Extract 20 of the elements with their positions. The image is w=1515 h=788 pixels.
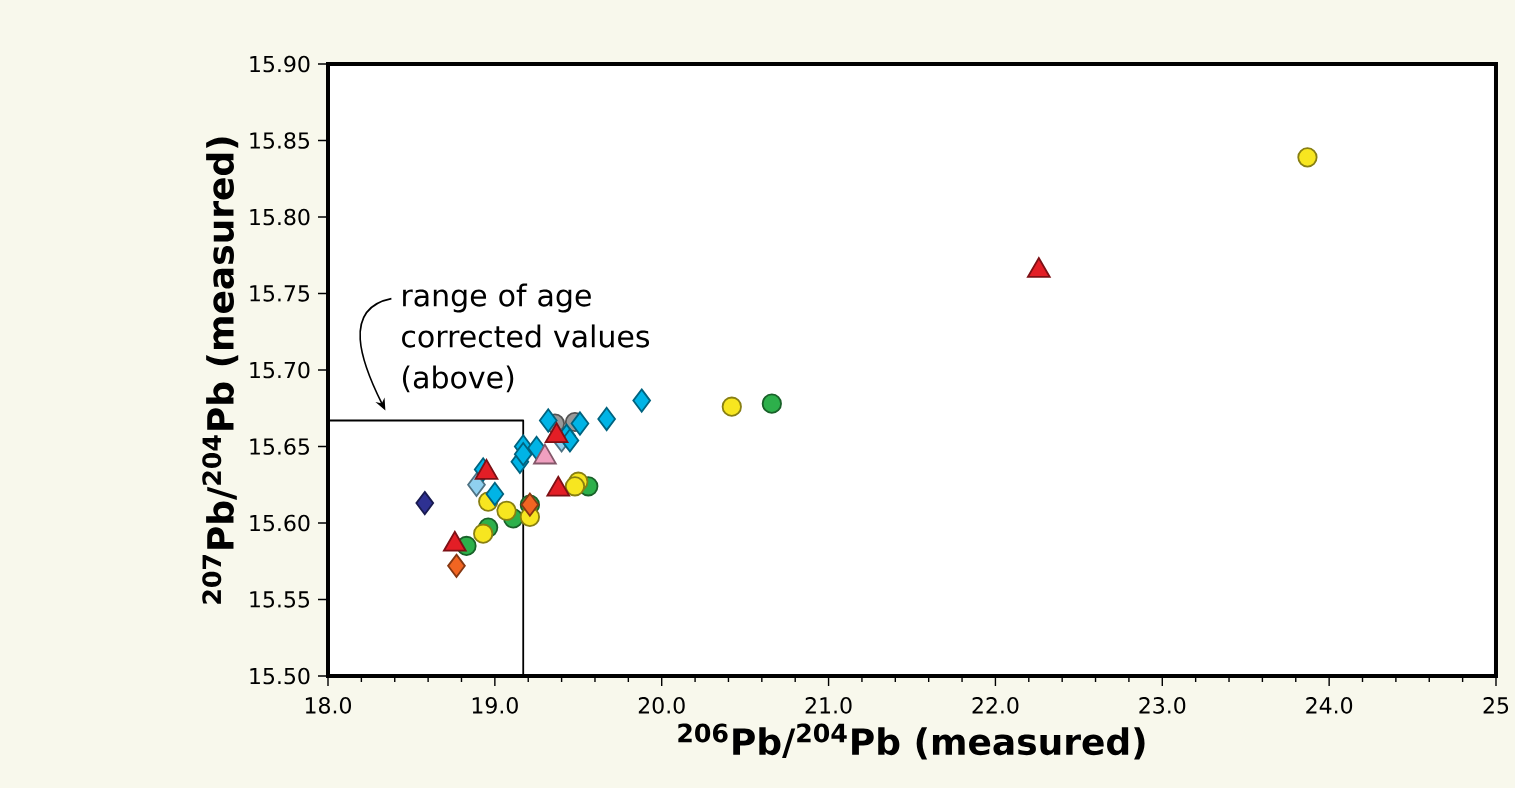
y-tick-label: 15.70 — [250, 361, 310, 379]
x-tick-label: 22.0 — [972, 697, 1019, 714]
x-tick-label: 21.0 — [805, 697, 852, 714]
x-tick-label: 25 — [1483, 697, 1509, 714]
y-tick-label: 15.50 — [250, 667, 310, 685]
y-tick-label: 15.80 — [250, 208, 310, 226]
x-tick-label: 23.0 — [1139, 697, 1186, 714]
x-tick-label: 24.0 — [1306, 697, 1353, 714]
y-tick-label: 15.90 — [250, 55, 310, 73]
y-tick-label: 15.75 — [250, 285, 309, 302]
x-tick-label: 18.0 — [305, 697, 352, 714]
y-axis-title: $^{207}$Pb/$^{204}$Pb (measured) — [202, 137, 239, 604]
x-tick-label: 19.0 — [472, 697, 518, 714]
y-tick-label: 15.55 — [250, 591, 309, 608]
y-tick-label: 15.60 — [250, 514, 310, 532]
x-axis-title: $^{206}$Pb/$^{204}$Pb (measured) — [678, 723, 1145, 760]
y-tick-label: 15.85 — [250, 132, 309, 149]
x-tick-label: 20.0 — [638, 697, 685, 714]
annotation: range of age corrected values (above) — [402, 283, 650, 393]
y-tick-label: 15.65 — [250, 438, 309, 455]
